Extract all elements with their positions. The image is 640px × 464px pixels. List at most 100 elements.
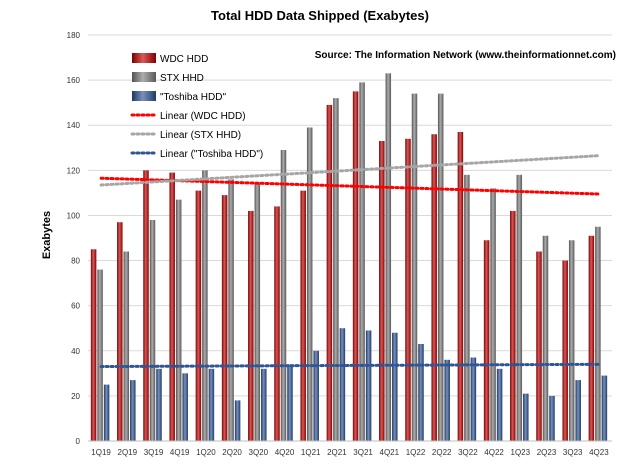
- x-tick-label: 4Q22: [484, 448, 504, 457]
- bar-stxhhd-4q23: [595, 226, 601, 441]
- bar-wdchdd-1q22: [405, 138, 411, 441]
- bar-toshibahdd-4q19: [182, 373, 188, 441]
- legend-label: Linear ("Toshiba HDD"): [160, 149, 263, 160]
- bar-wdchdd-3q23: [562, 260, 568, 441]
- bar-wdchdd-3q21: [352, 91, 359, 441]
- bar-toshibahdd-4q21: [392, 332, 398, 441]
- y-tick-label: 140: [67, 121, 81, 130]
- bar-stxhhd-4q21: [385, 73, 392, 441]
- x-tick-label: 1Q20: [196, 448, 216, 457]
- grid-layer: [88, 34, 612, 397]
- bar-stxhhd-2q19: [123, 251, 130, 441]
- x-tick-label: 2Q21: [327, 448, 347, 457]
- bar-toshibahdd-4q20: [287, 364, 293, 441]
- x-tick-label: 1Q21: [301, 448, 321, 457]
- bar-stxhhd-4q19: [175, 199, 182, 441]
- bar-toshibahdd-1q20: [208, 368, 215, 441]
- y-tick-label: 60: [71, 302, 80, 311]
- bar-stxhhd-1q19: [97, 269, 103, 441]
- bar-stxhhd-1q20: [202, 170, 208, 442]
- x-tick-label: 2Q22: [432, 448, 452, 457]
- bar-toshibahdd-2q20: [234, 400, 241, 441]
- bar-stxhhd-3q21: [359, 82, 365, 441]
- bar-toshibahdd-3q23: [575, 380, 581, 441]
- bar-wdchdd-1q20: [195, 190, 202, 441]
- legend-swatch: [132, 53, 156, 63]
- x-tick-label: 4Q19: [170, 448, 190, 457]
- legend-label: "Toshiba HDD": [160, 92, 226, 103]
- x-tick-label: 3Q19: [144, 448, 164, 457]
- y-tick-label: 180: [67, 31, 81, 40]
- bar-toshibahdd-2q23: [549, 395, 555, 441]
- bar-stxhhd-3q23: [568, 240, 575, 441]
- x-tick-label: 3Q20: [249, 448, 269, 457]
- bar-stxhhd-2q23: [542, 235, 549, 441]
- chart-source: Source: The Information Network (www.the…: [315, 50, 616, 61]
- y-axis-label: Exabytes: [41, 211, 53, 259]
- bar-stxhhd-3q22: [464, 174, 470, 441]
- legend-label: WDC HDD: [160, 54, 208, 65]
- trendline-lineartoshibahdd: [99, 362, 601, 369]
- bar-wdchdd-3q22: [457, 131, 464, 441]
- bar-toshibahdd-3q21: [365, 330, 372, 441]
- x-tick-label: 4Q23: [589, 448, 609, 457]
- bar-wdchdd-3q20: [248, 210, 254, 441]
- bar-toshibahdd-2q22: [444, 359, 450, 441]
- bar-wdchdd-4q22: [483, 240, 490, 441]
- legend-label: STX HHD: [160, 73, 204, 84]
- x-tick-label: 1Q23: [511, 448, 531, 457]
- legend-label: Linear (WDC HDD): [160, 111, 246, 122]
- bar-wdchdd-2q22: [431, 134, 437, 441]
- bar-toshibahdd-2q19: [130, 380, 136, 441]
- y-tick-label: 160: [67, 76, 81, 85]
- bars-layer: [90, 73, 608, 442]
- bar-toshibahdd-4q23: [601, 375, 608, 441]
- x-tick-label: 2Q23: [537, 448, 557, 457]
- bar-wdchdd-2q20: [221, 195, 228, 441]
- legend-swatch: [132, 72, 156, 82]
- bar-toshibahdd-1q22: [418, 344, 424, 441]
- bar-wdchdd-2q21: [326, 104, 333, 441]
- bar-toshibahdd-3q19: [156, 368, 162, 441]
- bar-stxhhd-4q22: [490, 188, 496, 441]
- bar-stxhhd-2q21: [333, 98, 339, 442]
- bar-stxhhd-1q23: [516, 174, 523, 441]
- chart-title: Total HDD Data Shipped (Exabytes): [211, 8, 429, 23]
- trendlines-layer: [99, 154, 601, 369]
- x-tick-label: 4Q21: [380, 448, 400, 457]
- x-tick-label: 3Q22: [458, 448, 478, 457]
- y-tick-label: 100: [67, 211, 81, 220]
- x-tick-label: 4Q20: [275, 448, 295, 457]
- y-tick-label: 80: [71, 257, 80, 266]
- x-tick-label: 1Q22: [406, 448, 426, 457]
- bar-stxhhd-4q20: [280, 150, 287, 442]
- x-tick-label: 3Q23: [563, 448, 583, 457]
- bar-wdchdd-3q19: [143, 170, 149, 442]
- bar-toshibahdd-4q22: [496, 368, 503, 441]
- bar-toshibahdd-3q20: [261, 368, 267, 441]
- bar-stxhhd-2q22: [437, 93, 444, 442]
- y-tick-label: 20: [71, 392, 80, 401]
- x-tick-label: 1Q19: [91, 448, 111, 457]
- bar-toshibahdd-1q21: [313, 350, 319, 441]
- legend-swatch: [132, 91, 156, 101]
- y-tick-label: 0: [76, 437, 81, 446]
- bar-stxhhd-3q20: [254, 183, 261, 441]
- x-tick-label: 2Q19: [118, 448, 138, 457]
- legend-label: Linear (STX HHD): [160, 130, 241, 141]
- y-tick-label: 120: [67, 166, 81, 175]
- bar-wdchdd-1q23: [510, 210, 516, 441]
- bar-wdchdd-2q19: [117, 222, 123, 441]
- axis-layer: 0 20 40 60 80 100 120 140 160 180 1Q19 2Q19 3Q19 4Q19…: [67, 31, 612, 457]
- bar-wdchdd-1q19: [90, 249, 97, 441]
- bar-wdchdd-4q19: [169, 172, 175, 442]
- trendline-linearstxhhd: [99, 154, 601, 187]
- bar-wdchdd-1q21: [300, 190, 306, 441]
- bar-wdchdd-2q23: [536, 251, 542, 441]
- bar-stxhhd-2q20: [228, 179, 234, 441]
- bar-wdchdd-4q20: [274, 206, 280, 441]
- legend: WDC HDD STX HHD "Toshiba HDD" Linear (WDC H…: [130, 53, 263, 160]
- bar-toshibahdd-1q23: [523, 393, 529, 441]
